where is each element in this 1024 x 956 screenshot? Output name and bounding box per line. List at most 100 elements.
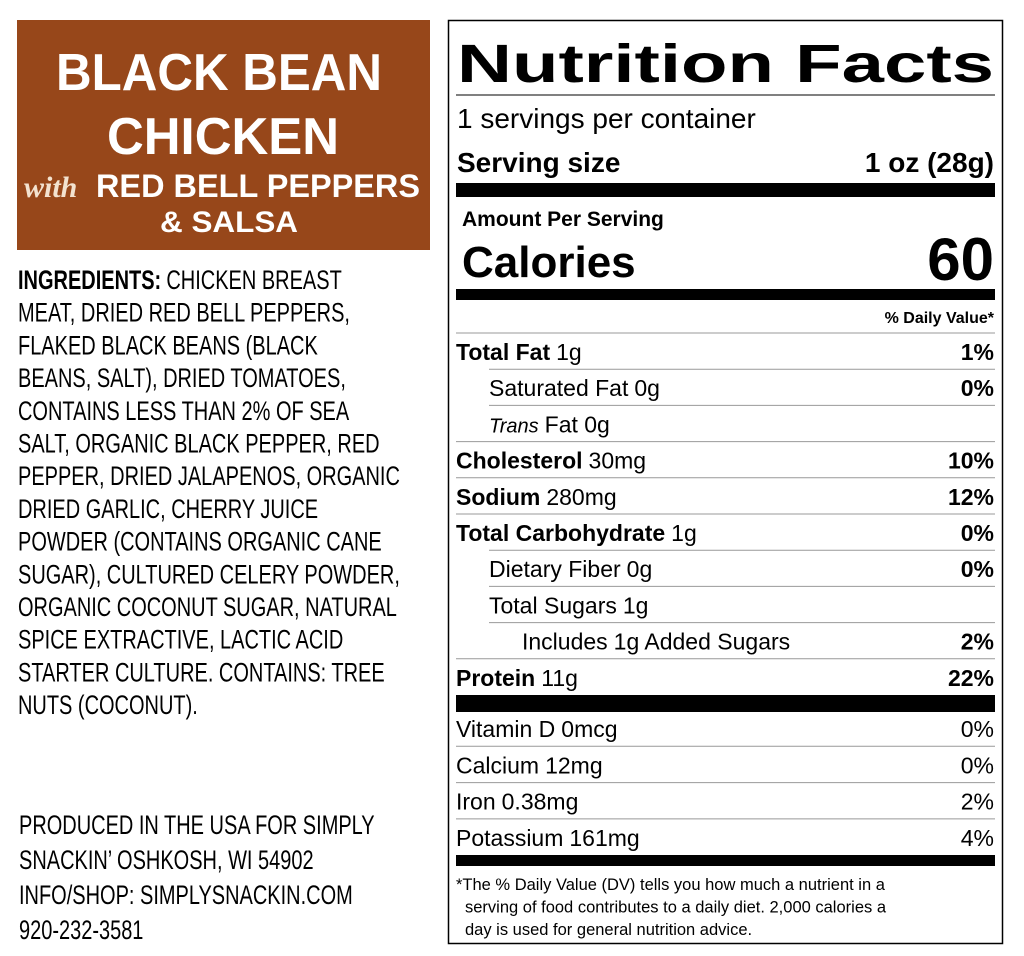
nutrient-row: Includes 1g Added Sugars: [522, 629, 790, 655]
ingredient-text: NUTS (COCONUT).: [18, 690, 198, 721]
producer-line: INFO/SHOP: SIMPLYSNACKIN.COM: [19, 880, 353, 911]
producer-line: PRODUCED IN THE USA FOR SIMPLY: [19, 810, 375, 841]
ingredient-line: NUTS (COCONUT).: [18, 690, 198, 721]
nutrient-name: Total Sugars: [489, 592, 617, 618]
nutrient-name: Saturated Fat: [489, 375, 629, 401]
ingredient-line: DRIED GARLIC, CHERRY JUICE: [18, 494, 318, 525]
producer-line: SNACKIN’ OSHKOSH, WI 54902: [19, 845, 314, 876]
nutrient-row: Saturated Fat 0g: [489, 375, 660, 401]
nutrient-row: Total Carbohydrate 1g: [456, 520, 697, 546]
micronutrient-row: Iron 0.38mg: [456, 789, 578, 815]
ingredient-line: SPICE EXTRACTIVE, LACTIC ACID: [18, 625, 343, 656]
nutrient-name: Dietary Fiber: [489, 556, 621, 582]
micronutrient-amount: 0mcg: [561, 716, 617, 742]
thick-rule: [456, 183, 995, 197]
ingredient-line: MEAT, DRIED RED BELL PEPPERS,: [18, 298, 350, 329]
thick-rule: [456, 695, 995, 712]
nutrient-amount: 280mg: [546, 484, 616, 510]
nutrient-name: Cholesterol: [456, 448, 583, 474]
nutrient-name: Total Fat: [456, 339, 550, 365]
ingredient-text: STARTER CULTURE. CONTAINS: TREE: [18, 658, 385, 689]
servings: 1 servings per container: [457, 103, 756, 134]
micronutrient-row: Calcium 12mg: [456, 752, 603, 778]
nutrient-amount: 1g: [671, 520, 697, 546]
micronutrient-dv: 4%: [961, 825, 994, 851]
ingredient-text: SALT, ORGANIC BLACK PEPPER, RED: [18, 429, 380, 460]
product-subtitle: RED BELL PEPPERS: [96, 168, 420, 204]
ingredient-text: CHICKEN BREAST: [166, 265, 341, 296]
serving-size: 1 oz (28g): [865, 147, 994, 178]
product-title: BLACK BEAN: [56, 44, 382, 102]
micronutrient-dv: 2%: [961, 789, 994, 815]
nutrient-dv: 10%: [948, 448, 994, 474]
nutrient-dv: 0%: [961, 520, 994, 546]
nutrient-dv: 0%: [961, 556, 994, 582]
ingredient-text: CONTAINS LESS THAN 2% OF SEA: [18, 396, 349, 427]
nutrient-dv: 22%: [948, 665, 994, 691]
ingredient-text: PEPPER, DRIED JALAPENOS, ORGANIC: [18, 461, 400, 492]
nutrient-row: Cholesterol 30mg: [456, 448, 646, 474]
micronutrient-name: Iron: [456, 789, 496, 815]
nutrient-amount: 11g: [541, 665, 578, 691]
ingredient-line: FLAKED BLACK BEANS (BLACK: [18, 331, 318, 362]
ingredient-line: INGREDIENTS: CHICKEN BREAST: [18, 265, 342, 296]
micronutrient-amount: 0.38mg: [502, 789, 579, 815]
nutrient-row: Sodium 280mg: [456, 484, 617, 510]
nutrient-dv: 12%: [948, 484, 994, 510]
product-banner: [17, 20, 430, 250]
nutrient-amount: 1g: [556, 339, 582, 365]
ingredient-text: BEANS, SALT), DRIED TOMATOES,: [18, 363, 346, 394]
nutrient-name: Protein: [456, 665, 535, 691]
ingredient-text: SUGAR), CULTURED CELERY POWDER,: [18, 559, 400, 590]
micronutrient-row: Potassium 161mg: [456, 825, 640, 851]
micronutrient-dv: 0%: [961, 752, 994, 778]
ingredient-line: SUGAR), CULTURED CELERY POWDER,: [18, 559, 400, 590]
dv-header: % Daily Value*: [885, 310, 995, 327]
ingredients-label: INGREDIENTS:: [18, 265, 161, 296]
ingredient-line: STARTER CULTURE. CONTAINS: TREE: [18, 658, 385, 689]
nutrient-name: Trans: [489, 415, 539, 437]
nutrient-amount: 1g Added Sugars: [614, 629, 790, 655]
nutrient-amount: Fat 0g: [545, 411, 610, 437]
ingredient-text: SPICE EXTRACTIVE, LACTIC ACID: [18, 625, 343, 656]
thick-rule: [456, 289, 995, 300]
nutrient-name: Sodium: [456, 484, 540, 510]
product-title: CHICKEN: [107, 108, 339, 166]
nutrition-panel: [447, 19, 1004, 945]
thick-rule: [456, 855, 995, 866]
ingredient-text: FLAKED BLACK BEANS (BLACK: [18, 331, 318, 362]
ingredient-line: PEPPER, DRIED JALAPENOS, ORGANIC: [18, 461, 400, 492]
micronutrient-amount: 161mg: [569, 825, 639, 851]
nutrient-name: Total Carbohydrate: [456, 520, 665, 546]
nutrient-row: Total Sugars 1g: [489, 592, 648, 618]
footnote-line: serving of food contributes to a daily d…: [465, 899, 887, 917]
micronutrient-row: Vitamin D 0mcg: [456, 716, 618, 742]
amount-per-serving: Amount Per Serving: [462, 208, 664, 231]
producer-line: 920-232-3581: [19, 915, 143, 946]
ingredient-text: POWDER (CONTAINS ORGANIC CANE: [18, 527, 382, 558]
nutrient-dv: 2%: [961, 629, 994, 655]
ingredient-line: CONTAINS LESS THAN 2% OF SEA: [18, 396, 349, 427]
calories: 60: [927, 226, 994, 293]
serving-size-label: Serving size: [457, 147, 620, 178]
ingredient-text: DRIED GARLIC, CHERRY JUICE: [18, 494, 318, 525]
nutrient-row: Dietary Fiber 0g: [489, 556, 652, 582]
ingredient-line: SALT, ORGANIC BLACK PEPPER, RED: [18, 429, 380, 460]
micronutrient-name: Calcium: [456, 752, 539, 778]
footnote-line: day is used for general nutrition advice…: [465, 921, 752, 939]
ingredient-text: MEAT, DRIED RED BELL PEPPERS,: [18, 298, 350, 329]
micronutrient-dv: 0%: [961, 716, 994, 742]
nutrient-amount: 1g: [623, 592, 649, 618]
micronutrient-name: Vitamin D: [456, 716, 555, 742]
nutrient-row: Trans Fat 0g: [489, 411, 610, 437]
product-with: with: [24, 171, 77, 204]
nutrient-dv: 0%: [961, 375, 994, 401]
ingredient-line: POWDER (CONTAINS ORGANIC CANE: [18, 527, 382, 558]
ingredient-line: ORGANIC COCONUT SUGAR, NATURAL: [18, 592, 397, 623]
nutrient-amount: 30mg: [589, 448, 647, 474]
nutrient-name: Includes: [522, 629, 608, 655]
micronutrient-amount: 12mg: [545, 752, 603, 778]
product-subtitle: & SALSA: [160, 206, 298, 239]
nutrient-row: Protein 11g: [456, 665, 578, 691]
